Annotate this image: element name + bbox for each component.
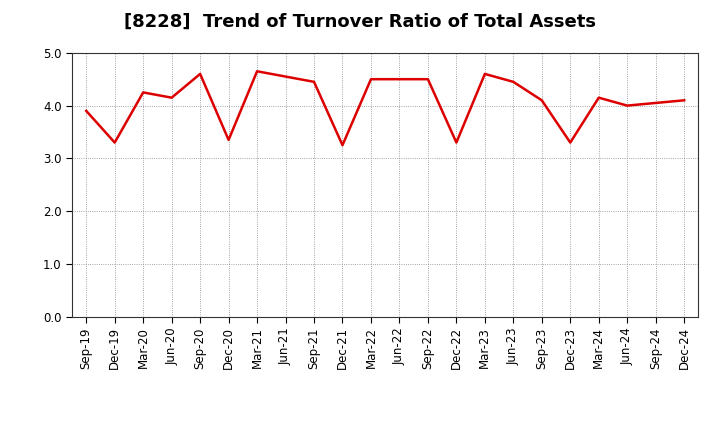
Text: [8228]  Trend of Turnover Ratio of Total Assets: [8228] Trend of Turnover Ratio of Total … [124, 13, 596, 31]
